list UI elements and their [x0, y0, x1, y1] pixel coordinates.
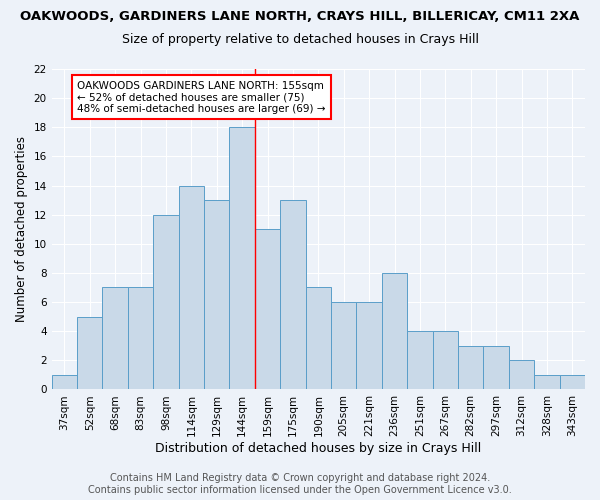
Bar — [229, 128, 255, 390]
Text: Contains HM Land Registry data © Crown copyright and database right 2024.
Contai: Contains HM Land Registry data © Crown c… — [88, 474, 512, 495]
Bar — [179, 186, 204, 390]
Y-axis label: Number of detached properties: Number of detached properties — [15, 136, 28, 322]
Bar — [433, 331, 458, 390]
Bar — [407, 331, 433, 390]
Bar — [255, 229, 280, 390]
Bar — [204, 200, 229, 390]
Bar — [560, 375, 585, 390]
Text: OAKWOODS, GARDINERS LANE NORTH, CRAYS HILL, BILLERICAY, CM11 2XA: OAKWOODS, GARDINERS LANE NORTH, CRAYS HI… — [20, 10, 580, 23]
Text: Size of property relative to detached houses in Crays Hill: Size of property relative to detached ho… — [121, 32, 479, 46]
Bar — [77, 316, 103, 390]
Bar — [484, 346, 509, 390]
Bar — [153, 214, 179, 390]
X-axis label: Distribution of detached houses by size in Crays Hill: Distribution of detached houses by size … — [155, 442, 481, 455]
Text: OAKWOODS GARDINERS LANE NORTH: 155sqm
← 52% of detached houses are smaller (75)
: OAKWOODS GARDINERS LANE NORTH: 155sqm ← … — [77, 80, 326, 114]
Bar — [331, 302, 356, 390]
Bar — [382, 273, 407, 390]
Bar — [128, 288, 153, 390]
Bar — [509, 360, 534, 390]
Bar — [280, 200, 305, 390]
Bar — [52, 375, 77, 390]
Bar — [458, 346, 484, 390]
Bar — [356, 302, 382, 390]
Bar — [305, 288, 331, 390]
Bar — [103, 288, 128, 390]
Bar — [534, 375, 560, 390]
